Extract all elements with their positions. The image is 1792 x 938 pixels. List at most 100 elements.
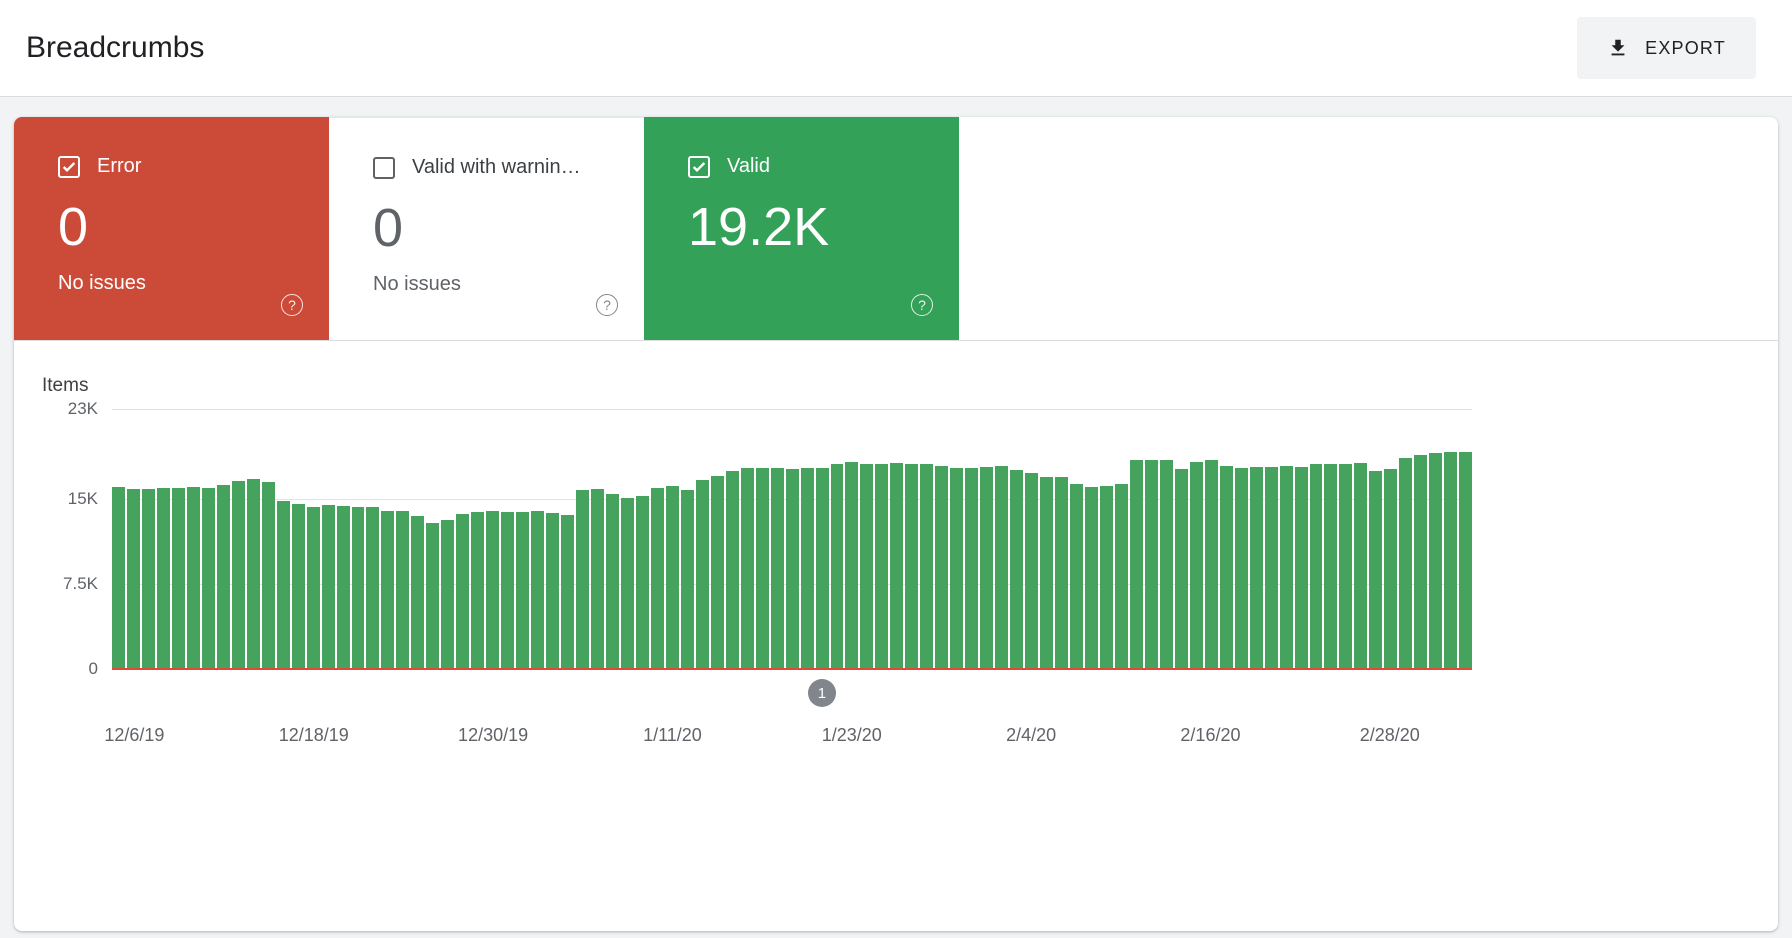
bar[interactable] xyxy=(950,467,964,669)
bar[interactable] xyxy=(845,462,859,669)
bar[interactable] xyxy=(1294,466,1308,669)
bar[interactable] xyxy=(231,481,245,669)
bar[interactable] xyxy=(561,515,575,669)
bar[interactable] xyxy=(1204,459,1218,669)
bar[interactable] xyxy=(965,467,979,669)
bar[interactable] xyxy=(710,475,724,669)
bar[interactable] xyxy=(875,464,889,669)
valid-checkbox[interactable] xyxy=(688,155,710,178)
bar[interactable] xyxy=(815,467,829,669)
bar[interactable] xyxy=(1099,485,1113,669)
bar[interactable] xyxy=(800,467,814,669)
bar[interactable] xyxy=(591,489,604,669)
bar[interactable] xyxy=(351,507,365,669)
bar[interactable] xyxy=(411,516,425,669)
bar[interactable] xyxy=(516,511,530,669)
bar[interactable] xyxy=(1399,457,1413,669)
bar[interactable] xyxy=(456,514,470,669)
bar[interactable] xyxy=(1444,451,1458,669)
bar[interactable] xyxy=(216,484,230,669)
bar[interactable] xyxy=(665,485,679,669)
bar[interactable] xyxy=(935,465,949,669)
bar[interactable] xyxy=(740,467,754,669)
annotation-marker[interactable]: 1 xyxy=(807,679,836,707)
valid-card[interactable]: Valid 19.2K ? xyxy=(644,117,959,340)
bar[interactable] xyxy=(366,507,380,669)
bar[interactable] xyxy=(1369,471,1383,669)
bar[interactable] xyxy=(186,487,200,669)
bar[interactable] xyxy=(830,464,844,669)
error-card[interactable]: Error 0 No issues ? xyxy=(14,117,329,340)
bar[interactable] xyxy=(620,498,634,669)
bar[interactable] xyxy=(336,506,350,669)
bar[interactable] xyxy=(546,513,560,669)
bar[interactable] xyxy=(1144,459,1158,669)
valid-with-warnings-card[interactable]: Valid with warnin… 0 No issues ? xyxy=(329,117,644,340)
warning-checkbox[interactable] xyxy=(373,156,395,179)
bar[interactable] xyxy=(112,487,125,669)
bar[interactable] xyxy=(576,490,589,669)
bar[interactable] xyxy=(920,464,934,669)
bar[interactable] xyxy=(1459,451,1473,669)
bar[interactable] xyxy=(650,488,664,669)
bar[interactable] xyxy=(725,471,739,669)
help-icon[interactable]: ? xyxy=(911,294,933,316)
bar[interactable] xyxy=(1055,476,1068,669)
bar[interactable] xyxy=(890,463,904,669)
bar[interactable] xyxy=(276,500,290,669)
bar[interactable] xyxy=(995,465,1009,669)
bar[interactable] xyxy=(1354,463,1368,669)
bar[interactable] xyxy=(291,503,305,669)
bar[interactable] xyxy=(1040,476,1054,669)
bar[interactable] xyxy=(1384,468,1398,669)
bar[interactable] xyxy=(246,479,260,669)
bar[interactable] xyxy=(471,511,485,669)
bar[interactable] xyxy=(635,496,649,669)
bar[interactable] xyxy=(680,490,694,669)
bar[interactable] xyxy=(1309,464,1323,669)
bar[interactable] xyxy=(1084,487,1098,669)
error-checkbox[interactable] xyxy=(58,155,80,178)
bar[interactable] xyxy=(1114,483,1128,669)
bar[interactable] xyxy=(860,464,874,669)
bar[interactable] xyxy=(1189,462,1203,669)
bar[interactable] xyxy=(1010,470,1024,669)
bar[interactable] xyxy=(980,466,994,669)
bar[interactable] xyxy=(396,510,410,669)
bar[interactable] xyxy=(381,510,395,669)
bar[interactable] xyxy=(321,505,335,669)
bar[interactable] xyxy=(261,482,275,669)
bar[interactable] xyxy=(1025,473,1039,669)
bar[interactable] xyxy=(905,464,919,669)
bar[interactable] xyxy=(1159,459,1173,669)
bar[interactable] xyxy=(1129,459,1143,669)
bar[interactable] xyxy=(531,510,545,669)
bar[interactable] xyxy=(141,489,155,669)
bar[interactable] xyxy=(1279,465,1293,669)
bar[interactable] xyxy=(755,467,769,669)
bar[interactable] xyxy=(1324,464,1338,669)
bar[interactable] xyxy=(1264,466,1278,669)
bar[interactable] xyxy=(1219,465,1233,669)
bar[interactable] xyxy=(306,507,320,669)
bar[interactable] xyxy=(605,493,619,669)
bar[interactable] xyxy=(695,480,709,669)
bar[interactable] xyxy=(770,467,784,669)
bar[interactable] xyxy=(1249,466,1263,669)
bar[interactable] xyxy=(1339,464,1353,669)
help-icon[interactable]: ? xyxy=(596,294,618,316)
bar[interactable] xyxy=(1174,468,1188,669)
bar[interactable] xyxy=(201,488,215,669)
bar[interactable] xyxy=(1429,453,1443,669)
bar[interactable] xyxy=(486,510,500,669)
bar[interactable] xyxy=(501,511,515,669)
export-button[interactable]: EXPORT xyxy=(1577,17,1756,79)
bar[interactable] xyxy=(426,523,440,669)
help-icon[interactable]: ? xyxy=(281,294,303,316)
bar[interactable] xyxy=(1414,455,1428,669)
bar[interactable] xyxy=(156,488,170,669)
bar[interactable] xyxy=(171,488,185,669)
bar[interactable] xyxy=(1234,467,1248,669)
bar[interactable] xyxy=(785,468,799,669)
bar[interactable] xyxy=(126,489,140,669)
